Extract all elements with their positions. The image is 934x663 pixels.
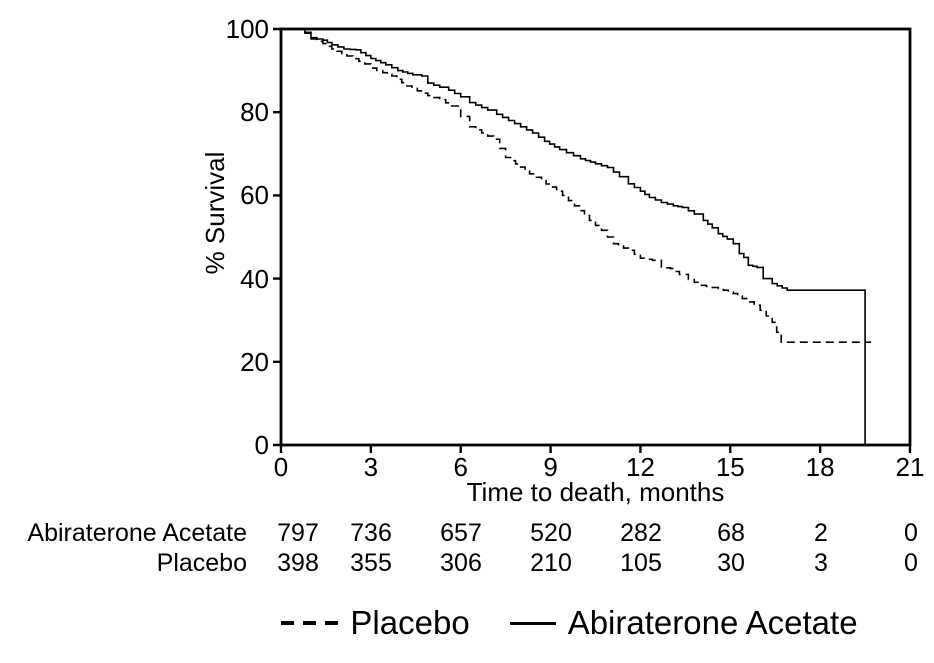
legend-label-abiraterone: Abiraterone Acetate	[567, 604, 858, 641]
at-risk-count: 30	[717, 549, 745, 577]
x-tick-label-21: 21	[895, 452, 925, 482]
at-risk-count: 736	[350, 519, 392, 547]
at-risk-count: 105	[620, 549, 662, 577]
at-risk-count: 797	[277, 519, 319, 547]
at-risk-row-label-placebo: Placebo	[156, 549, 247, 577]
at-risk-count: 68	[717, 519, 745, 547]
legend-label-placebo: Placebo	[350, 604, 470, 641]
at-risk-count: 282	[620, 519, 662, 547]
solid-line-icon	[509, 621, 556, 625]
x-tick-label-12: 12	[625, 452, 655, 482]
at-risk-count: 3	[814, 549, 828, 577]
y-tick-label-20: 20	[240, 346, 269, 377]
plot-frame	[279, 27, 912, 447]
axis-tick-marks	[273, 27, 912, 453]
survival-curve-placebo	[281, 28, 872, 343]
y-tick-label-80: 80	[240, 97, 269, 128]
survival-curve-abiraterone-acetate	[281, 28, 866, 445]
x-tick-label-0: 0	[273, 452, 289, 482]
at-risk-count: 0	[904, 549, 918, 577]
y-tick-label-0: 0	[254, 430, 269, 460]
dashed-line-icon	[281, 620, 339, 626]
x-tick-label-3: 3	[363, 452, 379, 482]
at-risk-count: 355	[350, 549, 392, 577]
x-axis-title: Time to death, months	[466, 477, 725, 507]
chart-legend: Placebo Abiraterone Acetate	[0, 601, 934, 645]
at-risk-count: 0	[904, 519, 918, 547]
at-risk-count: 520	[530, 519, 572, 547]
at-risk-count: 2	[814, 519, 828, 547]
at-risk-count: 657	[440, 519, 482, 547]
x-tick-label-18: 18	[805, 452, 835, 482]
x-tick-label-15: 15	[715, 452, 745, 482]
y-tick-label-40: 40	[240, 263, 269, 294]
y-tick-label-60: 60	[240, 180, 269, 211]
at-risk-count: 306	[440, 549, 482, 577]
at-risk-count: 398	[277, 549, 319, 577]
x-tick-label-9: 9	[543, 452, 558, 482]
at-risk-count: 210	[530, 549, 572, 577]
y-tick-label-100: 100	[225, 14, 269, 44]
at-risk-row-label-abiraterone: Abiraterone Acetate	[27, 519, 247, 547]
x-tick-label-6: 6	[453, 452, 468, 482]
